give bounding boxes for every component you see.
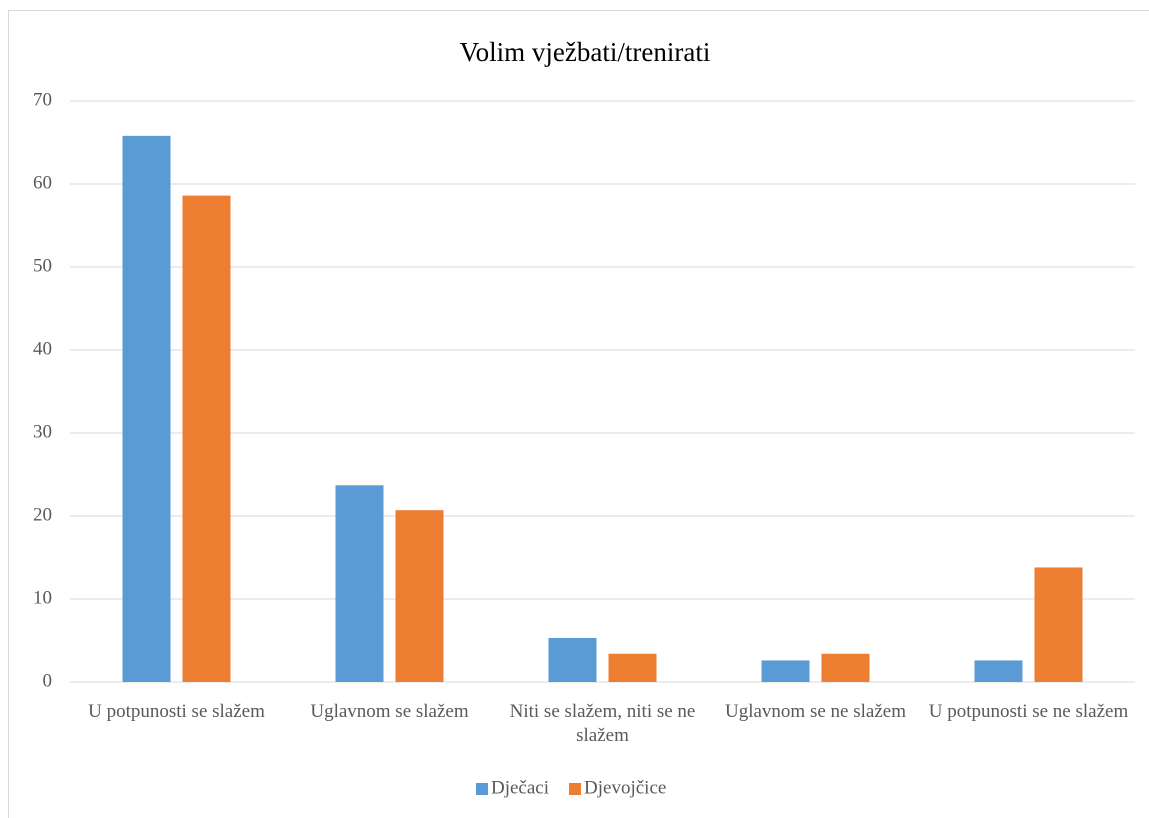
bar: [608, 653, 657, 682]
bar: [335, 485, 384, 682]
x-tick-label: U potpunosti se slažem: [88, 701, 265, 722]
bar: [974, 660, 1023, 682]
y-tick-label: 70: [33, 89, 52, 110]
chart-border: [8, 10, 1149, 818]
chart-title: Volim vježbati/trenirati: [460, 37, 711, 67]
x-tick-label: Uglavnom se slažem: [310, 701, 469, 722]
y-tick-label: 10: [33, 587, 52, 608]
bar: [1034, 567, 1083, 682]
legend-swatch: [476, 783, 488, 795]
y-tick-label: 50: [33, 255, 52, 276]
bar: [761, 660, 810, 682]
legend-swatch: [569, 783, 582, 795]
x-tick-label: Niti se slažem, niti se ne slažem: [509, 701, 696, 746]
x-tick-label: U potpunosti se ne slažem: [928, 701, 1129, 722]
x-tick-label: Uglavnom se ne slažem: [725, 701, 906, 722]
legend-label: Dječaci: [491, 777, 549, 798]
y-tick-label: 60: [33, 172, 52, 193]
y-tick-label: 0: [43, 670, 53, 691]
y-tick-label: 40: [33, 338, 52, 359]
bar: [122, 135, 171, 683]
bar: [821, 653, 870, 682]
y-tick-label: 20: [33, 504, 52, 525]
bar: [182, 195, 231, 682]
legend-label: Djevojčice: [584, 777, 666, 798]
y-tick-label: 30: [33, 421, 52, 442]
bar: [395, 510, 444, 682]
bar: [548, 638, 597, 682]
